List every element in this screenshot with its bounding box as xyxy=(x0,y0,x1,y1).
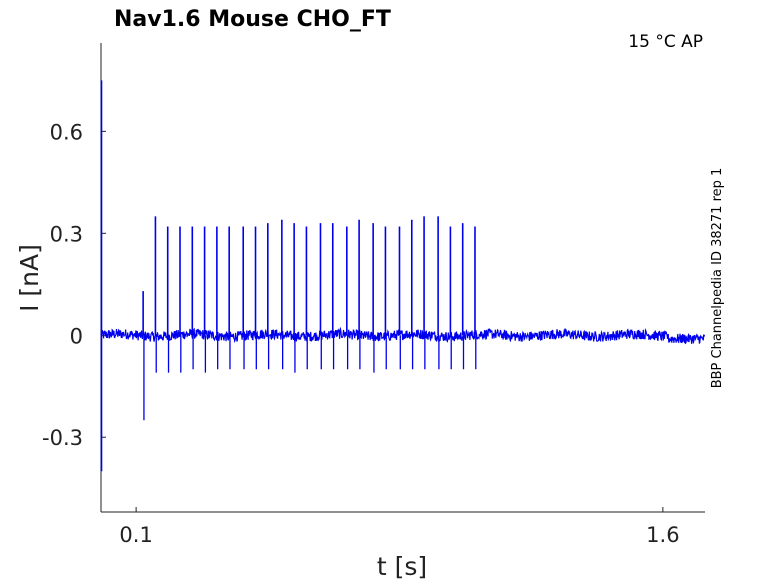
chart-title: Nav1.6 Mouse CHO_FT xyxy=(114,7,391,32)
x-tick-label: 1.6 xyxy=(646,523,679,547)
channelpedia-id-label: BBP Channelpedia ID 38271 rep 1 xyxy=(710,168,725,389)
y-ticks: 0.6 0.3 0 -0.3 xyxy=(42,120,106,450)
x-axis-label: t [s] xyxy=(377,552,427,581)
temperature-protocol-label: 15 °C AP xyxy=(628,32,703,52)
y-tick-label: 0.6 xyxy=(50,120,83,144)
y-tick-label: 0 xyxy=(70,324,83,348)
current-trace xyxy=(100,80,705,472)
y-tick-label: 0.3 xyxy=(50,222,83,246)
x-tick-label: 0.1 xyxy=(119,523,152,547)
y-tick-label: -0.3 xyxy=(42,426,83,450)
y-axis-label: I [nA] xyxy=(15,244,44,312)
x-ticks: 0.1 1.6 xyxy=(119,507,680,547)
baseline-trace xyxy=(100,326,705,345)
